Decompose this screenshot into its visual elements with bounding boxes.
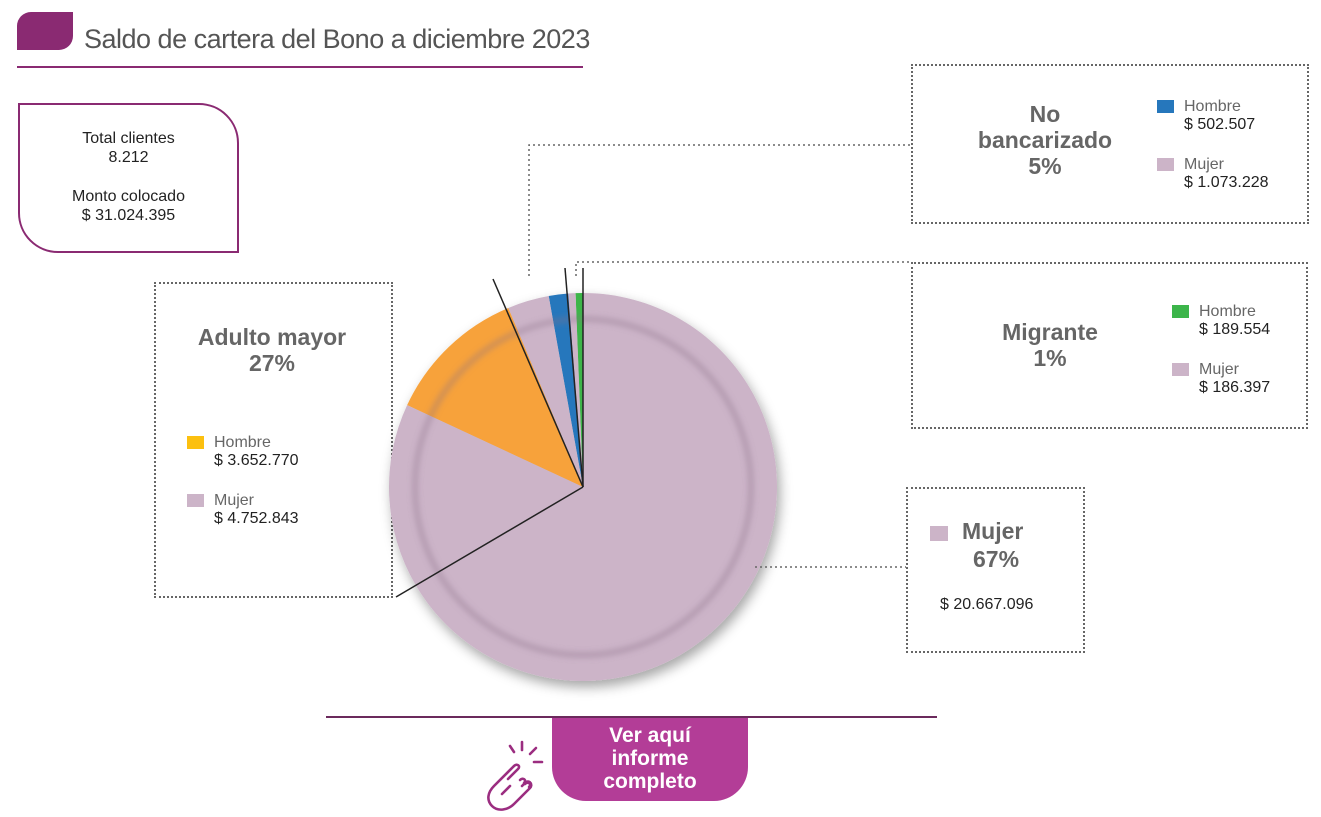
- pie-slice-adulto-mayor-mujer: [388, 405, 583, 585]
- mujer-box: [906, 487, 1085, 653]
- migrante-percent: 1%: [1033, 345, 1067, 371]
- no-bancarizado-box: [911, 64, 1309, 224]
- adulto-mayor-percent: 27%: [248, 350, 296, 376]
- adulto-mujer-legend: Mujer $ 4.752.843: [187, 492, 299, 528]
- pie-slice-no-bancarizado-mujer: [508, 296, 583, 487]
- line-adulto-bottom: [395, 486, 584, 598]
- pie-slice-mujer-mujer: [415, 293, 777, 681]
- nobanc-hombre-legend: Hombre $ 502.507: [1157, 98, 1255, 134]
- adulto-mayor-box: [154, 282, 393, 598]
- no-bancarizado-percent: 5%: [1028, 153, 1062, 179]
- migrante-mujer-legend: Mujer $ 186.397: [1172, 361, 1270, 397]
- pie-slice-migrante-hombre: [575, 293, 583, 487]
- nobanc-mujer-legend: Mujer $ 1.073.228: [1157, 156, 1269, 192]
- tap-hand-icon: [480, 736, 550, 817]
- no-bancarizado-title: No bancarizado 5%: [955, 101, 1135, 179]
- nobanc-mujer-swatch: [1157, 158, 1174, 171]
- line-no-bancarizado: [564, 267, 584, 488]
- adulto-mayor-title: Adulto mayor 27%: [172, 324, 372, 376]
- adulto-hombre-swatch: [187, 436, 204, 449]
- mujer-swatch: [930, 526, 948, 541]
- clients-label: Total clientes: [82, 130, 175, 147]
- page-title: Saldo de cartera del Bono a diciembre 20…: [84, 24, 590, 54]
- title-underline: [17, 66, 583, 68]
- migrante-title: Migrante 1%: [970, 319, 1130, 371]
- adulto-hombre-legend: Hombre $ 3.652.770: [187, 434, 299, 470]
- leader-no-bancarizado: [528, 144, 911, 276]
- migrante-box: [911, 262, 1308, 429]
- migrante-hombre-swatch: [1172, 305, 1189, 318]
- clients-value: 8.212: [108, 149, 149, 166]
- leader-migrante: [575, 261, 911, 276]
- amount-value: $ 31.024.395: [81, 207, 176, 224]
- amount-label: Monto colocado: [72, 188, 185, 205]
- mujer-value: $ 20.667.096: [940, 596, 1034, 613]
- pie-slice-adulto-mayor-hombre: [407, 307, 583, 487]
- title-accent-tab: [17, 12, 73, 50]
- pie-slice-no-bancarizado-hombre: [548, 293, 583, 487]
- nobanc-hombre-swatch: [1157, 100, 1174, 113]
- mujer-percent: 67%: [973, 546, 1020, 572]
- migrante-mujer-swatch: [1172, 363, 1189, 376]
- line-adulto-top: [492, 278, 584, 488]
- adulto-mujer-swatch: [187, 494, 204, 507]
- ver-informe-button[interactable]: Ver aquí informe completo: [552, 718, 748, 801]
- migrante-hombre-legend: Hombre $ 189.554: [1172, 303, 1270, 339]
- adulto-mayor-name: Adulto mayor: [197, 324, 347, 350]
- summary-card: Total clientes 8.212 Monto colocado $ 31…: [18, 103, 239, 253]
- bottom-divider: [326, 716, 937, 718]
